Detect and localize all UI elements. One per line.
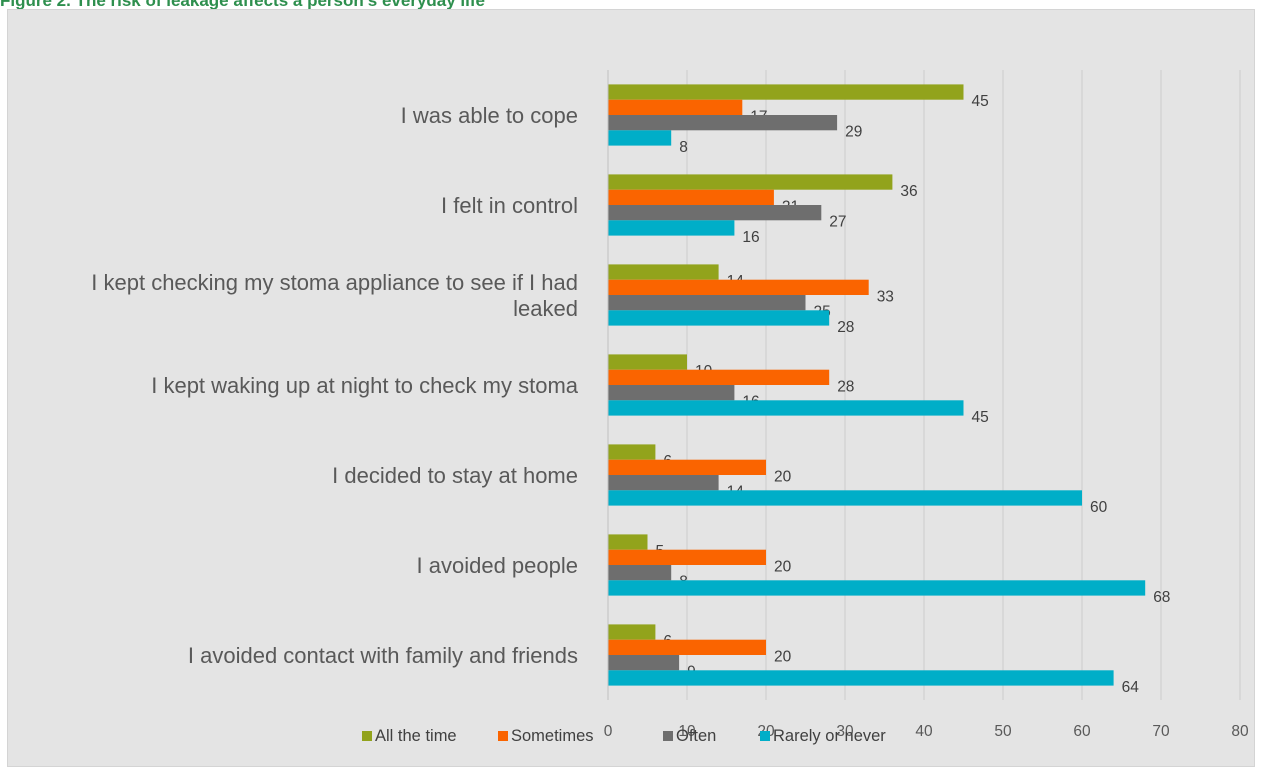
bar	[608, 115, 838, 131]
x-tick-label: 10	[678, 723, 696, 740]
category-label: I felt in control	[441, 193, 578, 218]
data-label: 36	[900, 183, 917, 200]
bar	[608, 670, 1114, 686]
bar	[608, 205, 822, 221]
legend-swatch	[362, 731, 372, 741]
data-label: 28	[837, 319, 854, 336]
bar	[608, 385, 735, 401]
data-label: 45	[972, 93, 989, 110]
bar	[608, 279, 869, 295]
chart-area: 010203040506070804517298I was able to co…	[7, 9, 1255, 767]
data-label: 16	[742, 229, 759, 246]
category-label: I kept checking my stoma appliance to se…	[91, 270, 578, 295]
bar-chart: 010203040506070804517298I was able to co…	[91, 70, 1249, 745]
category-label: I avoided people	[417, 553, 578, 578]
bar	[608, 354, 687, 370]
bar	[608, 400, 964, 416]
bar	[608, 580, 1146, 596]
bar	[608, 624, 656, 640]
bar	[608, 565, 672, 581]
bar	[608, 490, 1082, 506]
bar	[608, 534, 648, 550]
data-label: 33	[877, 288, 894, 305]
data-label: 27	[829, 214, 846, 231]
category-label: I avoided contact with family and friend…	[188, 643, 578, 668]
bar	[608, 369, 830, 385]
category-label: I kept waking up at night to check my st…	[151, 373, 579, 398]
bar	[608, 189, 774, 205]
legend-swatch	[760, 731, 770, 741]
bar	[608, 130, 672, 146]
bar	[608, 444, 656, 460]
data-label: 29	[845, 124, 862, 141]
category-label: I was able to cope	[401, 103, 578, 128]
bar	[608, 310, 830, 326]
legend-label: All the time	[375, 727, 457, 745]
data-label: 45	[972, 409, 989, 426]
figure-title: Figure 2. The risk of leakage affects a …	[0, 0, 485, 10]
x-tick-label: 50	[994, 723, 1012, 740]
data-label: 20	[774, 558, 792, 575]
x-tick-label: 40	[915, 723, 933, 740]
legend-label: Sometimes	[511, 727, 594, 745]
bar	[608, 220, 735, 236]
bar	[608, 84, 964, 100]
bar	[608, 264, 719, 280]
data-label: 20	[774, 648, 792, 665]
x-tick-label: 0	[604, 723, 613, 740]
x-tick-label: 80	[1231, 723, 1249, 740]
bar	[608, 459, 766, 475]
data-label: 28	[837, 378, 854, 395]
legend-swatch	[498, 731, 508, 741]
data-label: 20	[774, 468, 792, 485]
data-label: 8	[679, 139, 688, 156]
bar	[608, 99, 743, 115]
x-tick-label: 60	[1073, 723, 1091, 740]
bar	[608, 655, 680, 671]
bar	[608, 475, 719, 491]
legend-label: Often	[676, 727, 716, 745]
bar	[608, 295, 806, 311]
category-label: leaked	[513, 296, 578, 321]
x-tick-label: 30	[836, 723, 854, 740]
data-label: 64	[1122, 679, 1140, 696]
bar	[608, 549, 766, 565]
bar	[608, 639, 766, 655]
legend-label: Rarely or never	[773, 727, 886, 745]
x-tick-label: 70	[1152, 723, 1170, 740]
bar	[608, 174, 893, 190]
data-label: 60	[1090, 499, 1108, 516]
legend-swatch	[663, 731, 673, 741]
category-label: I decided to stay at home	[332, 463, 578, 488]
data-label: 68	[1153, 589, 1170, 606]
